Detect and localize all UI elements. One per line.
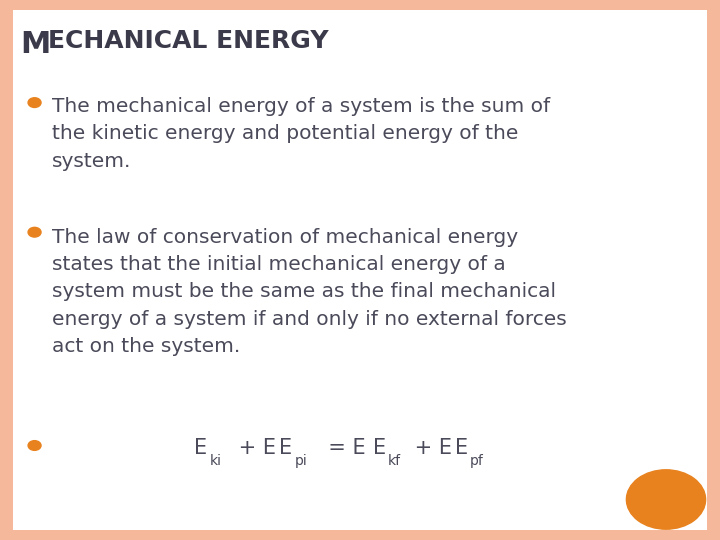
- Text: + E: + E: [408, 438, 452, 458]
- Text: M: M: [20, 30, 50, 59]
- Text: E: E: [455, 438, 468, 458]
- Text: The mechanical energy of a system is the sum of
the kinetic energy and potential: The mechanical energy of a system is the…: [52, 97, 550, 171]
- Text: E: E: [373, 438, 386, 458]
- FancyBboxPatch shape: [0, 0, 13, 540]
- Text: E: E: [194, 438, 207, 458]
- Text: pf: pf: [470, 454, 484, 468]
- Text: The law of conservation of mechanical energy
states that the initial mechanical : The law of conservation of mechanical en…: [52, 228, 567, 356]
- Text: E: E: [279, 438, 292, 458]
- Circle shape: [28, 227, 41, 237]
- Text: = E: = E: [315, 438, 366, 458]
- Circle shape: [28, 441, 41, 450]
- Circle shape: [28, 98, 41, 107]
- Text: pi: pi: [294, 454, 307, 468]
- Text: ECHANICAL ENERGY: ECHANICAL ENERGY: [48, 29, 328, 52]
- Circle shape: [626, 470, 706, 529]
- FancyBboxPatch shape: [0, 0, 720, 10]
- Text: ki: ki: [210, 454, 222, 468]
- Text: kf: kf: [388, 454, 401, 468]
- Text: + E: + E: [232, 438, 276, 458]
- FancyBboxPatch shape: [707, 0, 720, 540]
- FancyBboxPatch shape: [0, 530, 720, 540]
